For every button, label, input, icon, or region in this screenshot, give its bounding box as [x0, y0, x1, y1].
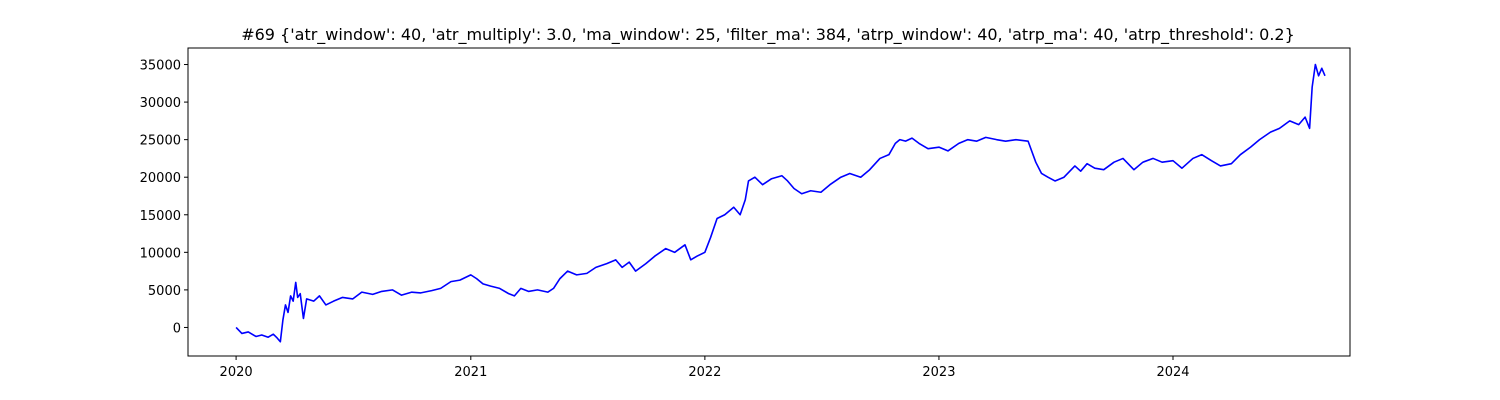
- y-tick-label: 15000: [140, 209, 181, 224]
- x-tick-label: 2024: [1156, 365, 1189, 380]
- x-tick-label: 2021: [454, 365, 487, 380]
- axes-frame: [187, 47, 1351, 357]
- y-tick-label: 25000: [140, 134, 181, 149]
- chart-title: #69 {'atr_window': 40, 'atr_multiply': 3…: [241, 25, 1295, 45]
- y-tick-label: 10000: [140, 246, 181, 261]
- y-tick-label: 20000: [140, 171, 181, 186]
- y-tick-label: 30000: [140, 96, 181, 111]
- series-line-0: [235, 63, 1326, 343]
- x-tick-label: 2023: [922, 365, 955, 380]
- x-tick-label: 2020: [220, 365, 253, 380]
- y-tick-label: 5000: [148, 284, 181, 299]
- y-tick-label: 0: [173, 321, 181, 336]
- x-tick-label: 2022: [688, 365, 721, 380]
- plot-area: 0 5000 10000 15000 20000 25000 30000 35000 2020 2…: [140, 47, 1351, 380]
- y-tick-label: 35000: [140, 59, 181, 74]
